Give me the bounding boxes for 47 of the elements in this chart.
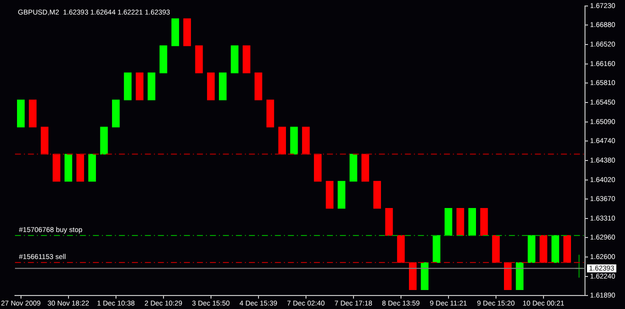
- candlestick: [492, 235, 500, 263]
- candlestick: [504, 262, 512, 290]
- candlestick: [207, 72, 215, 100]
- candlestick: [528, 235, 536, 263]
- candlestick: [563, 235, 572, 263]
- candlestick: [350, 154, 358, 182]
- candlestick: [124, 72, 132, 100]
- candlestick: [397, 235, 405, 263]
- candlestick: [218, 72, 227, 100]
- candlestick: [480, 208, 488, 236]
- candlestick: [17, 100, 25, 128]
- candlestick: [254, 72, 262, 100]
- candlestick: [468, 208, 476, 236]
- candlestick: [112, 100, 120, 128]
- candlestick: [290, 126, 298, 154]
- candlestick: [100, 126, 108, 154]
- candlestick: [242, 45, 250, 74]
- candlestick: [136, 72, 144, 100]
- candlestick: [432, 235, 440, 263]
- candlestick: [64, 154, 72, 182]
- candlestick: [326, 180, 334, 209]
- candlestick: [195, 45, 203, 74]
- candlestick: [444, 208, 452, 236]
- candlestick: [551, 235, 560, 263]
- candlestick: [230, 45, 238, 74]
- candlestick: [171, 18, 180, 46]
- candlestick: [88, 154, 96, 182]
- candlestick: [52, 154, 60, 182]
- candlestick: [28, 100, 37, 128]
- candlestick: [373, 180, 381, 209]
- candlestick: [456, 208, 464, 236]
- candlestick: [183, 18, 191, 46]
- candlestick: [516, 262, 524, 290]
- candlestick: [160, 45, 168, 74]
- candlestick: [266, 100, 274, 128]
- candlestick: [540, 235, 548, 263]
- candlestick: [385, 208, 393, 236]
- candlestick: [302, 126, 310, 154]
- candlestick: [76, 154, 84, 182]
- candlestick: [314, 154, 322, 182]
- candlestick: [148, 72, 156, 100]
- candlestick: [408, 262, 417, 290]
- candlestick: [361, 154, 370, 182]
- candlestick: [278, 126, 286, 154]
- candlestick: [338, 180, 346, 209]
- candlestick: [420, 262, 428, 290]
- candlestick: [40, 126, 48, 154]
